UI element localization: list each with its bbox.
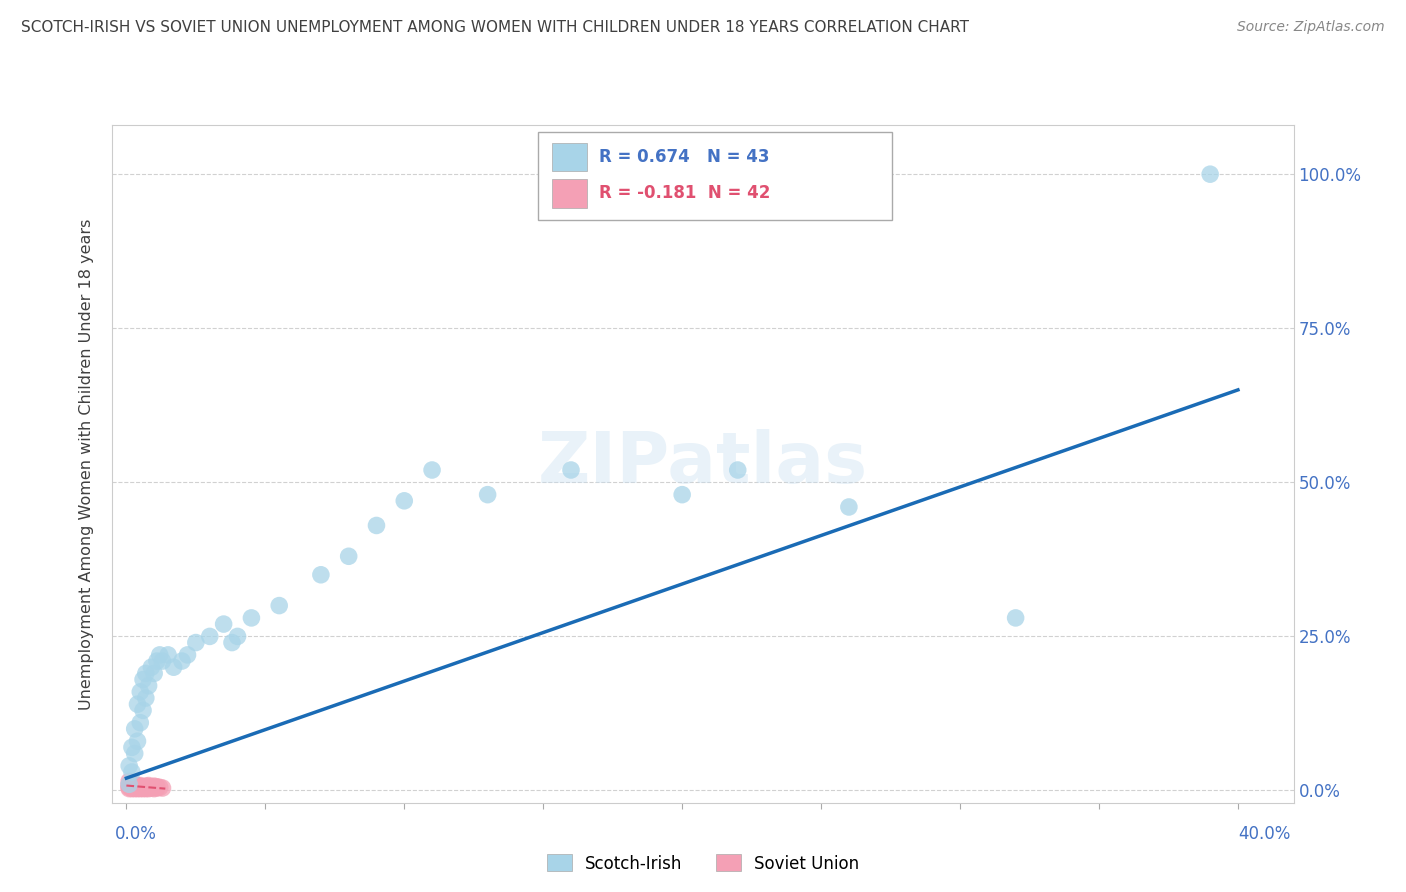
Point (124, 722, 146, 736)
Point (226, 629, 249, 643)
Point (143, 666, 166, 681)
Text: Source: ZipAtlas.com: Source: ZipAtlas.com (1237, 20, 1385, 34)
Point (121, 777, 143, 791)
Legend: Scotch-Irish, Soviet Union: Scotch-Irish, Soviet Union (540, 847, 866, 880)
Bar (551, 143, 588, 171)
Point (143, 781, 166, 796)
Point (838, 500, 860, 514)
Point (143, 780, 166, 795)
Point (141, 780, 163, 794)
Point (198, 629, 221, 643)
Text: SCOTCH-IRISH VS SOVIET UNION UNEMPLOYMENT AMONG WOMEN WITH CHILDREN UNDER 18 YEA: SCOTCH-IRISH VS SOVIET UNION UNEMPLOYMEN… (21, 20, 969, 35)
Point (143, 779, 166, 793)
Point (671, 488, 693, 502)
Point (118, 777, 141, 791)
Point (127, 780, 149, 795)
Point (129, 780, 152, 795)
Point (152, 654, 174, 668)
Point (129, 715, 152, 730)
Point (727, 463, 749, 477)
Point (118, 780, 141, 795)
Point (124, 747, 146, 761)
Point (184, 635, 207, 649)
Point (132, 781, 155, 796)
Point (124, 780, 146, 794)
Point (149, 780, 172, 795)
Point (121, 779, 143, 793)
Point (420, 463, 443, 477)
FancyBboxPatch shape (537, 132, 891, 219)
Point (394, 493, 416, 508)
Point (127, 697, 149, 711)
Point (138, 679, 160, 693)
Point (146, 780, 169, 794)
Point (127, 779, 149, 793)
Point (124, 780, 146, 795)
Point (152, 780, 174, 795)
Point (135, 691, 157, 706)
Point (135, 780, 157, 795)
Point (124, 779, 146, 793)
Point (560, 463, 582, 477)
Point (132, 703, 155, 717)
Point (477, 488, 499, 502)
Point (366, 518, 388, 533)
Point (118, 759, 141, 773)
Point (138, 779, 160, 793)
Point (269, 599, 291, 613)
Point (141, 780, 163, 795)
Point (170, 654, 193, 668)
Point (127, 734, 149, 748)
Point (135, 666, 157, 681)
Text: R = -0.181  N = 42: R = -0.181 N = 42 (599, 185, 770, 202)
Point (240, 611, 263, 625)
Point (1004, 611, 1026, 625)
Point (121, 776, 143, 790)
Point (212, 617, 235, 632)
Point (127, 780, 149, 795)
Bar (551, 179, 588, 208)
Point (149, 648, 172, 662)
Point (141, 660, 163, 674)
Point (118, 774, 141, 789)
Point (118, 779, 141, 793)
Point (146, 654, 169, 668)
Point (135, 779, 157, 793)
Point (129, 780, 152, 794)
Point (135, 781, 157, 796)
Point (129, 781, 152, 796)
Point (138, 781, 160, 796)
Text: 0.0%: 0.0% (115, 825, 157, 843)
Point (337, 549, 360, 564)
Point (309, 567, 332, 582)
Y-axis label: Unemployment Among Women with Children Under 18 years: Unemployment Among Women with Children U… (79, 219, 94, 709)
Point (124, 777, 146, 791)
Point (132, 673, 155, 687)
Text: R = 0.674   N = 43: R = 0.674 N = 43 (599, 148, 769, 166)
Point (132, 780, 155, 794)
Point (118, 777, 141, 791)
Point (118, 781, 141, 796)
Point (121, 740, 143, 755)
Point (162, 660, 184, 674)
Point (124, 781, 146, 796)
Point (132, 780, 155, 795)
Point (129, 779, 152, 793)
Text: 40.0%: 40.0% (1239, 825, 1291, 843)
Point (127, 779, 149, 793)
Point (121, 764, 143, 779)
Point (1199, 167, 1222, 181)
Point (221, 635, 243, 649)
Point (157, 648, 180, 662)
Point (146, 780, 169, 795)
Point (121, 780, 143, 795)
Point (127, 781, 149, 796)
Text: ZIPatlas: ZIPatlas (538, 429, 868, 499)
Point (121, 781, 143, 796)
Point (129, 685, 152, 699)
Point (176, 648, 198, 662)
Point (138, 780, 160, 795)
